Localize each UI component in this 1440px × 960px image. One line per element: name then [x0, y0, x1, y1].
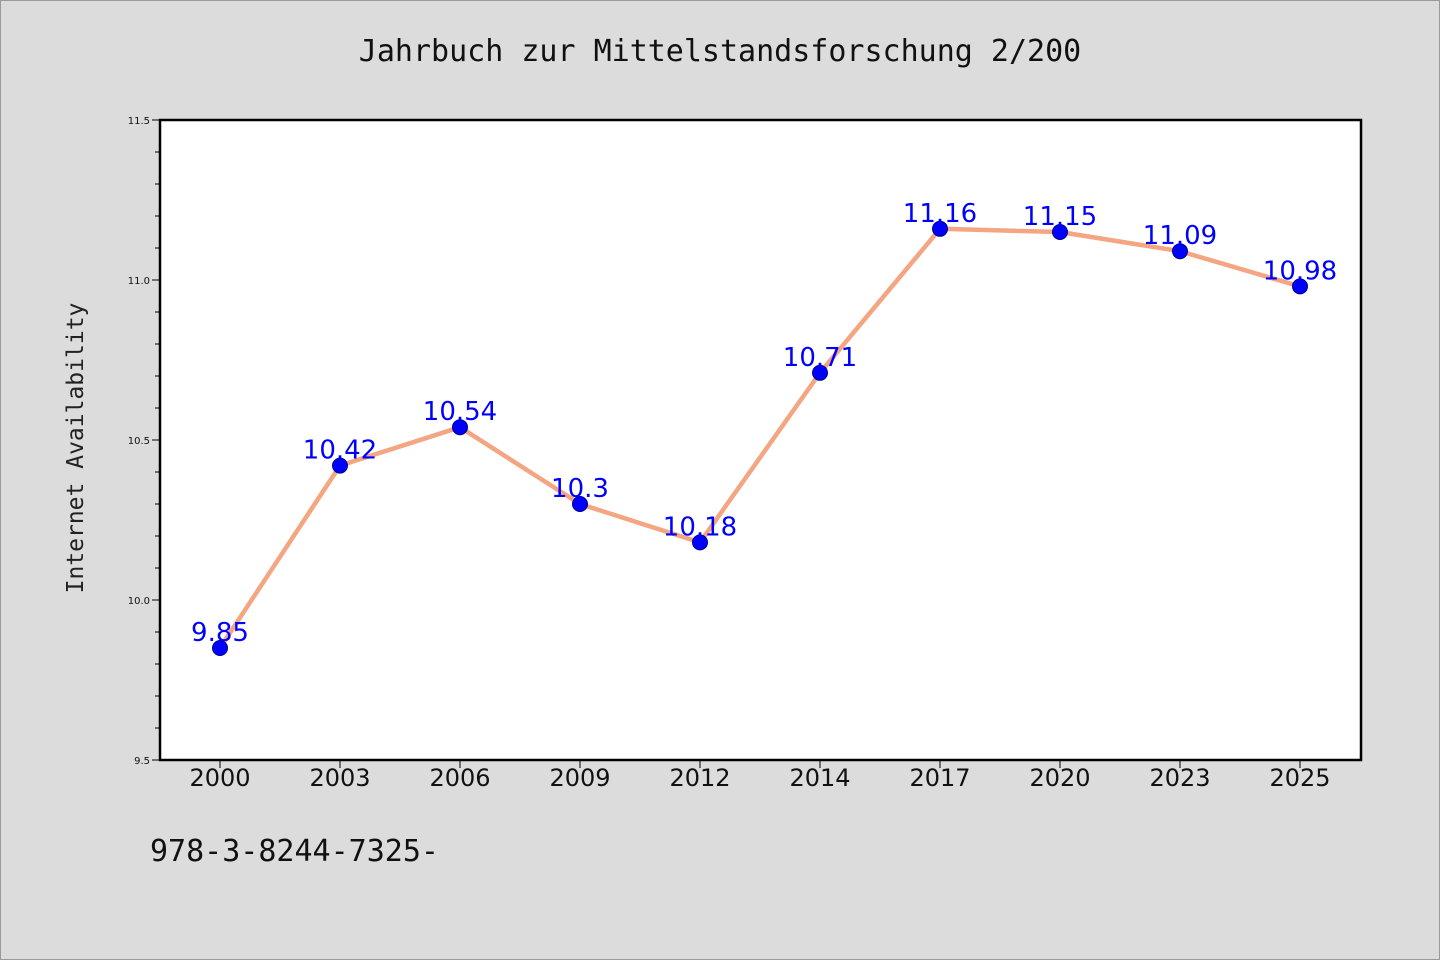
data-label: 11.09: [1143, 221, 1217, 251]
x-axis-ticks: 2000 2003 2006 2009 2012 2014 2017 2020 2023 2025: [189, 760, 1331, 792]
data-label: 11.16: [903, 199, 977, 229]
plot-border: [158, 118, 1363, 762]
x-tick-label: 2000: [189, 764, 250, 792]
data-point: [932, 220, 948, 237]
data-label: 9.85: [191, 618, 249, 648]
x-tick-label: 2009: [549, 764, 610, 792]
data-label: 10.98: [1263, 256, 1337, 286]
x-tick-label: 2006: [429, 764, 490, 792]
x-tick-label: 2012: [669, 764, 730, 792]
y-tick-label: 11.5: [128, 116, 150, 127]
data-point: [1052, 224, 1068, 240]
data-label: 10.18: [663, 512, 737, 542]
y-tick-label: 9.5: [134, 756, 150, 767]
data-point: [212, 640, 228, 656]
data-labels: 9.85 10.42 10.54 10.3 10.18 10.71 11.16 11.15 11…: [191, 199, 1337, 648]
data-label: 10.3: [551, 474, 609, 504]
data-point: [1172, 243, 1188, 260]
x-tick-label: 2014: [789, 764, 850, 792]
data-point: [692, 534, 708, 551]
y-tick-label: 10.0: [128, 596, 150, 607]
x-tick-label: 2020: [1029, 764, 1090, 792]
footer-isbn: 978-3-8244-7325-: [150, 834, 439, 869]
series-markers: [212, 220, 1308, 656]
data-label: 11.15: [1023, 202, 1097, 232]
series-line-group: [218, 226, 1301, 650]
data-label: 10.42: [303, 436, 377, 466]
data-point: [812, 364, 828, 381]
plot-area: [160, 120, 1361, 760]
series-line: [218, 226, 1301, 650]
data-point: [572, 496, 588, 512]
x-tick-label: 2017: [909, 764, 970, 792]
data-point: [1292, 278, 1308, 295]
y-axis-ticks: 9.5 10.0 10.5 11.0 11.5: [128, 116, 160, 767]
y-tick-label: 10.5: [128, 436, 150, 447]
data-label: 10.54: [423, 397, 497, 427]
data-point: [452, 419, 468, 436]
chart-title: Jahrbuch zur Mittelstandsforschung 2/200: [358, 34, 1082, 69]
x-tick-label: 2003: [309, 764, 370, 792]
data-point: [332, 457, 348, 474]
x-tick-label: 2023: [1149, 764, 1210, 792]
x-tick-label: 2025: [1269, 764, 1330, 792]
data-label: 10.71: [783, 343, 857, 373]
y-tick-label: 11.0: [128, 276, 150, 287]
